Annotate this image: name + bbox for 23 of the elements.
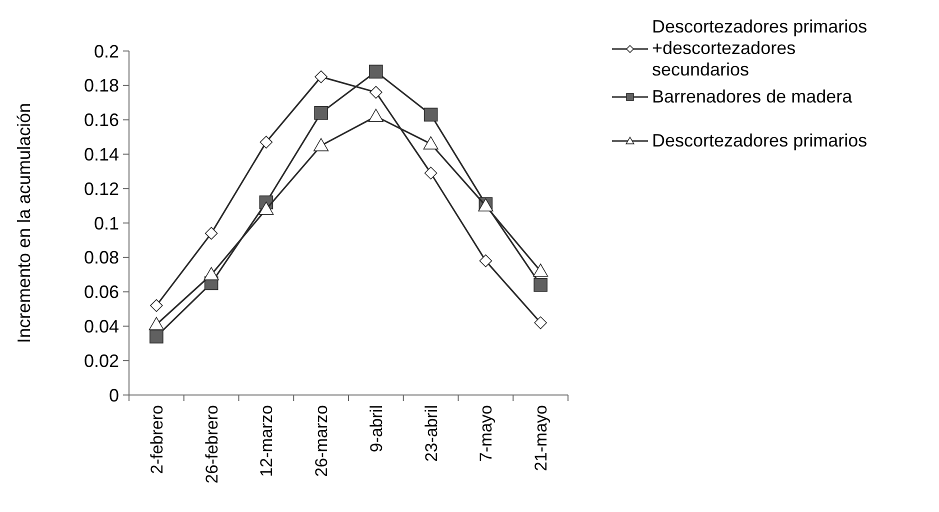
y-tick-label: 0.16: [84, 110, 119, 130]
y-tick-label: 0.08: [84, 248, 119, 268]
x-tick-label: 26-febrero: [202, 405, 222, 484]
y-tick-label: 0.12: [84, 178, 119, 199]
y-tick-label: 0.02: [84, 350, 119, 371]
x-tick-label: 9-abril: [366, 405, 386, 452]
legend-label: Descortezadores primarios: [652, 130, 868, 150]
y-tick-label: 0.14: [84, 144, 119, 164]
y-tick-label: 0.2: [94, 41, 119, 62]
x-tick-label: 12-marzo: [257, 405, 276, 477]
legend-label: Barrenadores de madera: [652, 86, 854, 106]
x-tick-label: 7-mayo: [476, 405, 496, 462]
x-tick-label: 26-marzo: [312, 405, 332, 477]
x-tick-label: 2-febrero: [147, 405, 166, 474]
y-tick-label: 0.04: [84, 316, 119, 336]
x-tick-label: 21-mayo: [532, 405, 551, 472]
y-tick-label: 0.06: [84, 282, 119, 302]
y-axis-title: Incremento en la acumulación: [14, 102, 34, 344]
x-tick-label: 23-abril: [422, 405, 441, 462]
y-tick-label: 0.18: [84, 76, 119, 96]
legend-label: Descortezadores primarios +descortezadores secundarios: [652, 16, 868, 80]
y-tick-label: 0.1: [94, 213, 119, 234]
y-tick-label: 0: [108, 385, 119, 406]
